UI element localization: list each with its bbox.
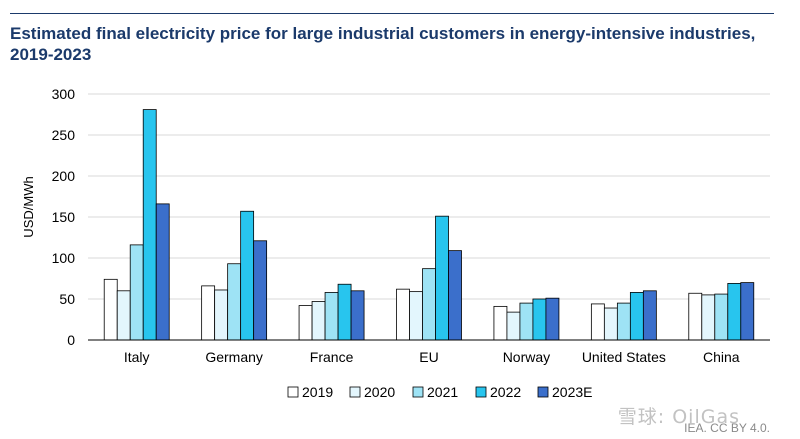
y-axis-label: USD/MWh bbox=[21, 176, 36, 237]
bar bbox=[701, 294, 716, 341]
bar bbox=[629, 292, 644, 341]
bar bbox=[227, 263, 242, 341]
legend-swatch bbox=[349, 386, 361, 398]
bar bbox=[740, 282, 755, 341]
watermark: 雪球: OilGas bbox=[617, 406, 740, 428]
bar bbox=[116, 290, 131, 341]
bar bbox=[727, 283, 742, 341]
bar bbox=[311, 301, 326, 341]
bar bbox=[240, 210, 255, 341]
y-tick-label: 0 bbox=[67, 332, 75, 348]
bar bbox=[448, 250, 462, 341]
bar bbox=[337, 283, 352, 341]
bar bbox=[142, 109, 157, 341]
y-tick-label: 150 bbox=[52, 209, 76, 225]
bar bbox=[253, 240, 268, 341]
legend-swatch bbox=[537, 386, 549, 398]
legend-label: 2019 bbox=[302, 384, 333, 400]
chart-title: Estimated final electricity price for la… bbox=[10, 24, 756, 64]
y-tick-label: 100 bbox=[52, 250, 76, 266]
bar bbox=[519, 302, 534, 341]
x-category-label: EU bbox=[419, 349, 438, 365]
top-rule bbox=[10, 13, 774, 14]
bar bbox=[642, 290, 657, 341]
y-tick-label: 300 bbox=[52, 86, 76, 102]
bar bbox=[590, 303, 605, 341]
bar bbox=[616, 302, 631, 341]
bar bbox=[201, 285, 216, 341]
bar bbox=[422, 268, 436, 341]
bar bbox=[688, 292, 703, 341]
bar bbox=[350, 290, 365, 341]
bar bbox=[324, 292, 339, 341]
bar bbox=[435, 215, 449, 341]
x-category-label: Italy bbox=[124, 349, 150, 365]
bar bbox=[396, 288, 410, 341]
x-category-label: France bbox=[310, 349, 354, 365]
legend-swatch bbox=[287, 386, 299, 398]
legend-label: 2021 bbox=[427, 384, 458, 400]
source-note: IEA. CC BY 4.0. bbox=[684, 421, 770, 435]
bar bbox=[409, 291, 423, 341]
y-tick-label: 200 bbox=[52, 168, 76, 184]
legend-swatch bbox=[475, 386, 487, 398]
bar bbox=[298, 305, 313, 341]
bar bbox=[129, 244, 144, 341]
bar bbox=[545, 297, 560, 341]
bar bbox=[493, 305, 508, 341]
bar bbox=[103, 278, 118, 341]
bar bbox=[506, 311, 521, 341]
legend-label: 2022 bbox=[490, 384, 521, 400]
bar bbox=[532, 298, 547, 341]
legend-swatch bbox=[412, 386, 424, 398]
legend-label: 2023E bbox=[552, 384, 592, 400]
x-category-label: Germany bbox=[205, 349, 263, 365]
legend-label: 2020 bbox=[364, 384, 395, 400]
bar bbox=[714, 293, 729, 341]
y-tick-label: 50 bbox=[59, 291, 75, 307]
y-tick-label: 250 bbox=[52, 127, 76, 143]
x-category-label: United States bbox=[582, 349, 666, 365]
bar bbox=[214, 289, 229, 341]
x-category-label: China bbox=[703, 349, 740, 365]
bar bbox=[155, 203, 170, 341]
x-category-label: Norway bbox=[503, 349, 550, 365]
bar bbox=[603, 307, 618, 341]
